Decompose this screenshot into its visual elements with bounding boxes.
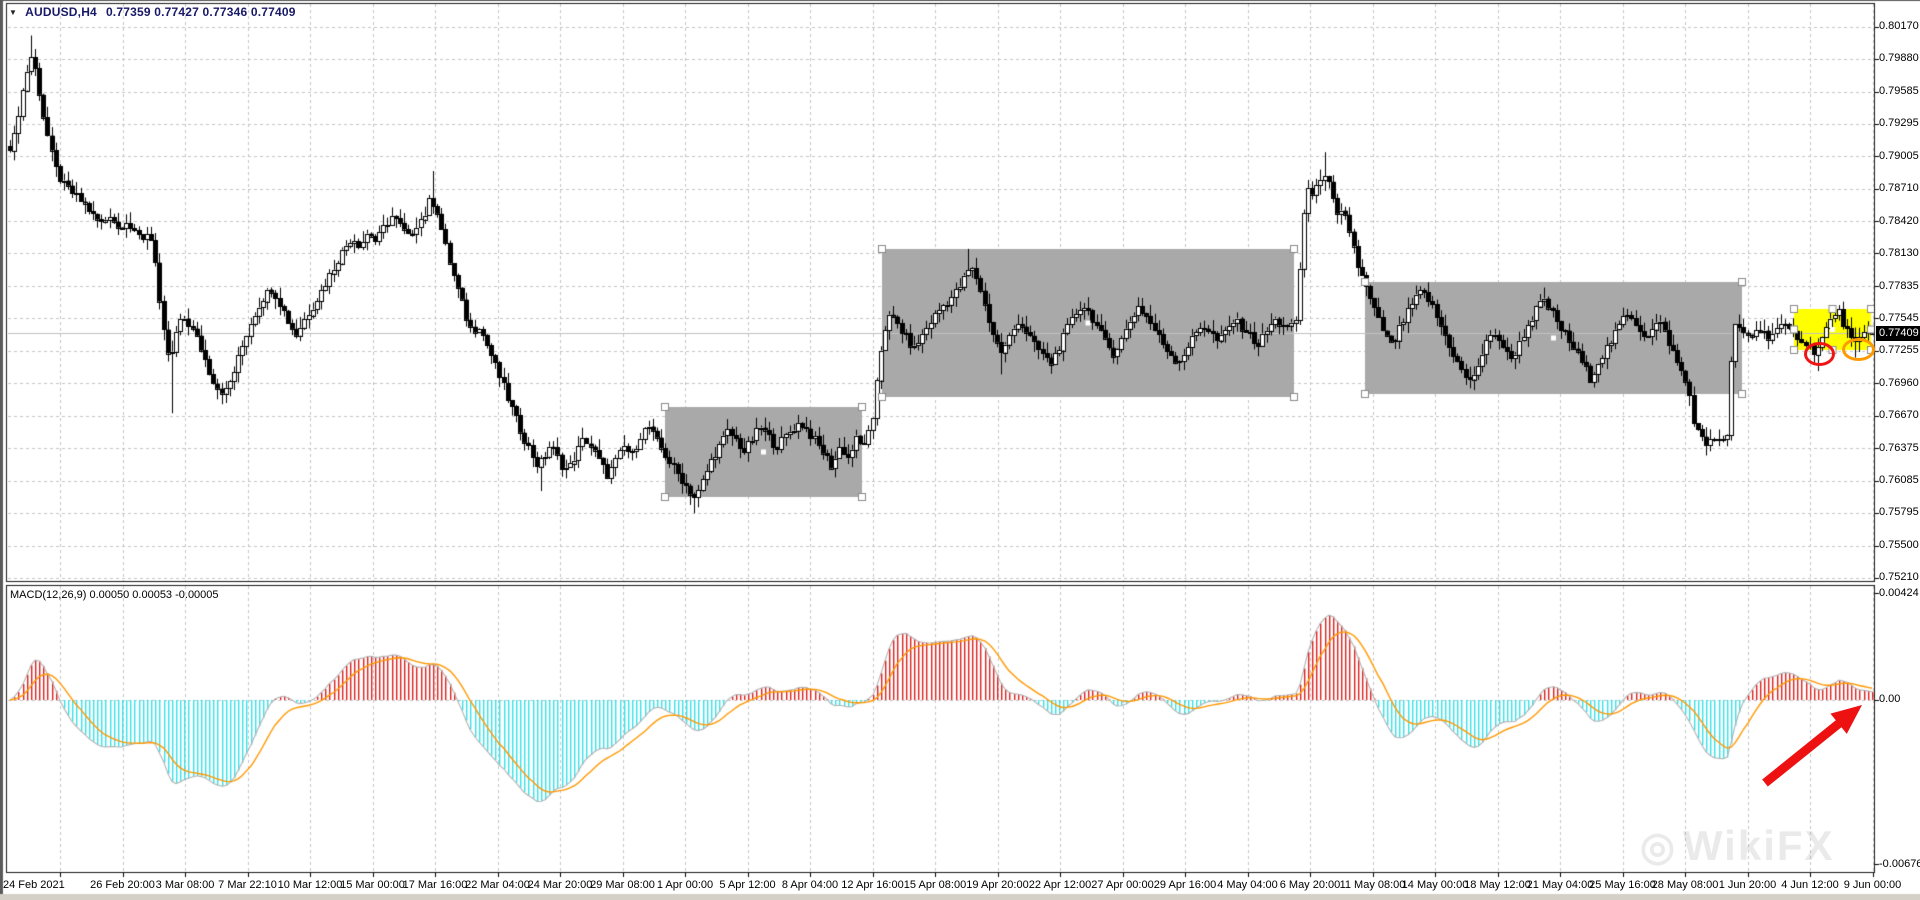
red-circle-annotation[interactable]: [1804, 342, 1835, 366]
time-axis-label: 22 Mar 04:00: [465, 879, 530, 891]
time-axis-label: 24 Mar 20:00: [527, 879, 593, 891]
time-axis-label: 10 Mar 12:00: [277, 879, 343, 891]
price-axis-label: 0.79005: [1879, 149, 1919, 162]
time-axis-label: 4 Jun 12:00: [1781, 879, 1839, 891]
time-axis-label: 9 Jun 00:00: [1843, 879, 1902, 891]
consolidation-rectangle-2[interactable]: [882, 249, 1294, 397]
time-axis-label: 8 Apr 04:00: [781, 879, 839, 891]
consolidation-rectangle-1[interactable]: [665, 407, 862, 497]
price-axis-label: 0.79295: [1879, 117, 1919, 130]
price-axis-label: 0.76670: [1879, 409, 1919, 421]
watermark-text: WikiFX: [1682, 822, 1835, 869]
time-axis-label: 7 Mar 22:10: [218, 879, 277, 891]
time-axis-label: 27 Apr 00:00: [1091, 879, 1154, 891]
time-axis-label: 15 Mar 00:00: [340, 879, 405, 891]
price-axis-label: 0.75795: [1879, 506, 1919, 519]
price-axis-label: 0.78130: [1879, 246, 1919, 259]
price-axis-label: 0.76085: [1879, 474, 1919, 486]
chart-title: ▼ AUDUSD,H4 0.77359 0.77427 0.77346 0.77…: [9, 5, 296, 19]
price-axis-label: 0.80170: [1879, 20, 1919, 33]
time-axis-label: 25 May 16:00: [1589, 879, 1656, 891]
time-axis-label: 1 Apr 00:00: [656, 879, 714, 891]
price-axis-label: 0.79585: [1879, 85, 1919, 98]
time-axis-label: 18 May 12:00: [1464, 879, 1531, 891]
time-axis-label: 3 Mar 08:00: [155, 879, 215, 891]
price-axis-label: 0.77545: [1879, 311, 1919, 324]
time-axis-label: 14 May 00:00: [1401, 879, 1469, 891]
time-axis-label: 12 Apr 16:00: [841, 879, 904, 891]
watermark: ◎ WikiFX: [1640, 822, 1835, 870]
price-axis-label: 0.78420: [1879, 214, 1919, 227]
time-axis-label: 11 May 08:00: [1339, 879, 1406, 891]
price-axis-label: 0.77835: [1879, 279, 1919, 292]
price-axis-label: 0.76375: [1879, 441, 1919, 454]
price-axis-label: 0.75210: [1879, 571, 1919, 584]
time-axis-label: 21 May 04:00: [1526, 879, 1594, 891]
price-axis-label: 0.79880: [1879, 52, 1919, 65]
time-axis-label: 15 Apr 08:00: [903, 879, 967, 891]
time-axis-label: 26 Feb 20:00: [90, 879, 155, 891]
time-axis-label: 6 May 20:00: [1279, 879, 1341, 891]
price-axis-label: 0.75500: [1879, 539, 1919, 551]
time-axis-label: 29 Mar 08:00: [590, 879, 655, 891]
price-axis-label: 0.77255: [1879, 344, 1919, 356]
time-axis-label: 24 Feb 2021: [3, 879, 65, 891]
time-axis-label: 22 Apr 12:00: [1028, 879, 1092, 891]
consolidation-rectangle-3[interactable]: [1365, 282, 1742, 394]
time-axis-label: 19 Apr 20:00: [966, 879, 1029, 891]
price-axis-label: 0.78710: [1879, 182, 1919, 195]
watermark-logo-icon: ◎: [1640, 825, 1677, 869]
time-axis-label: 5 Apr 12:00: [719, 879, 776, 891]
time-axis-label: 17 Mar 16:00: [402, 879, 468, 891]
time-axis-label: 4 May 04:00: [1217, 879, 1278, 891]
current-price-tag: 0.77409: [1876, 326, 1920, 341]
macd-axis-label-max: 0.00424: [1879, 587, 1919, 599]
time-axis-label: 29 Apr 16:00: [1153, 879, 1217, 891]
time-axis-label: 1 Jun 20:00: [1718, 879, 1777, 891]
time-axis-label: 28 May 08:00: [1651, 879, 1719, 891]
symbol-timeframe-label: AUDUSD,H4: [25, 5, 97, 19]
macd-indicator-label: MACD(12,26,9) 0.00050 0.00053 -0.00005: [10, 589, 219, 601]
macd-axis-label-zero: 0.00: [1879, 693, 1901, 705]
macd-axis-label-min: -0.00676: [1879, 858, 1920, 870]
ohlc-quotes-label: 0.77359 0.77427 0.77346 0.77409: [105, 5, 296, 19]
orange-circle-annotation[interactable]: [1842, 338, 1875, 361]
chart-menu-arrow-icon[interactable]: ▼: [9, 7, 18, 17]
price-axis-label: 0.76960: [1879, 376, 1919, 389]
